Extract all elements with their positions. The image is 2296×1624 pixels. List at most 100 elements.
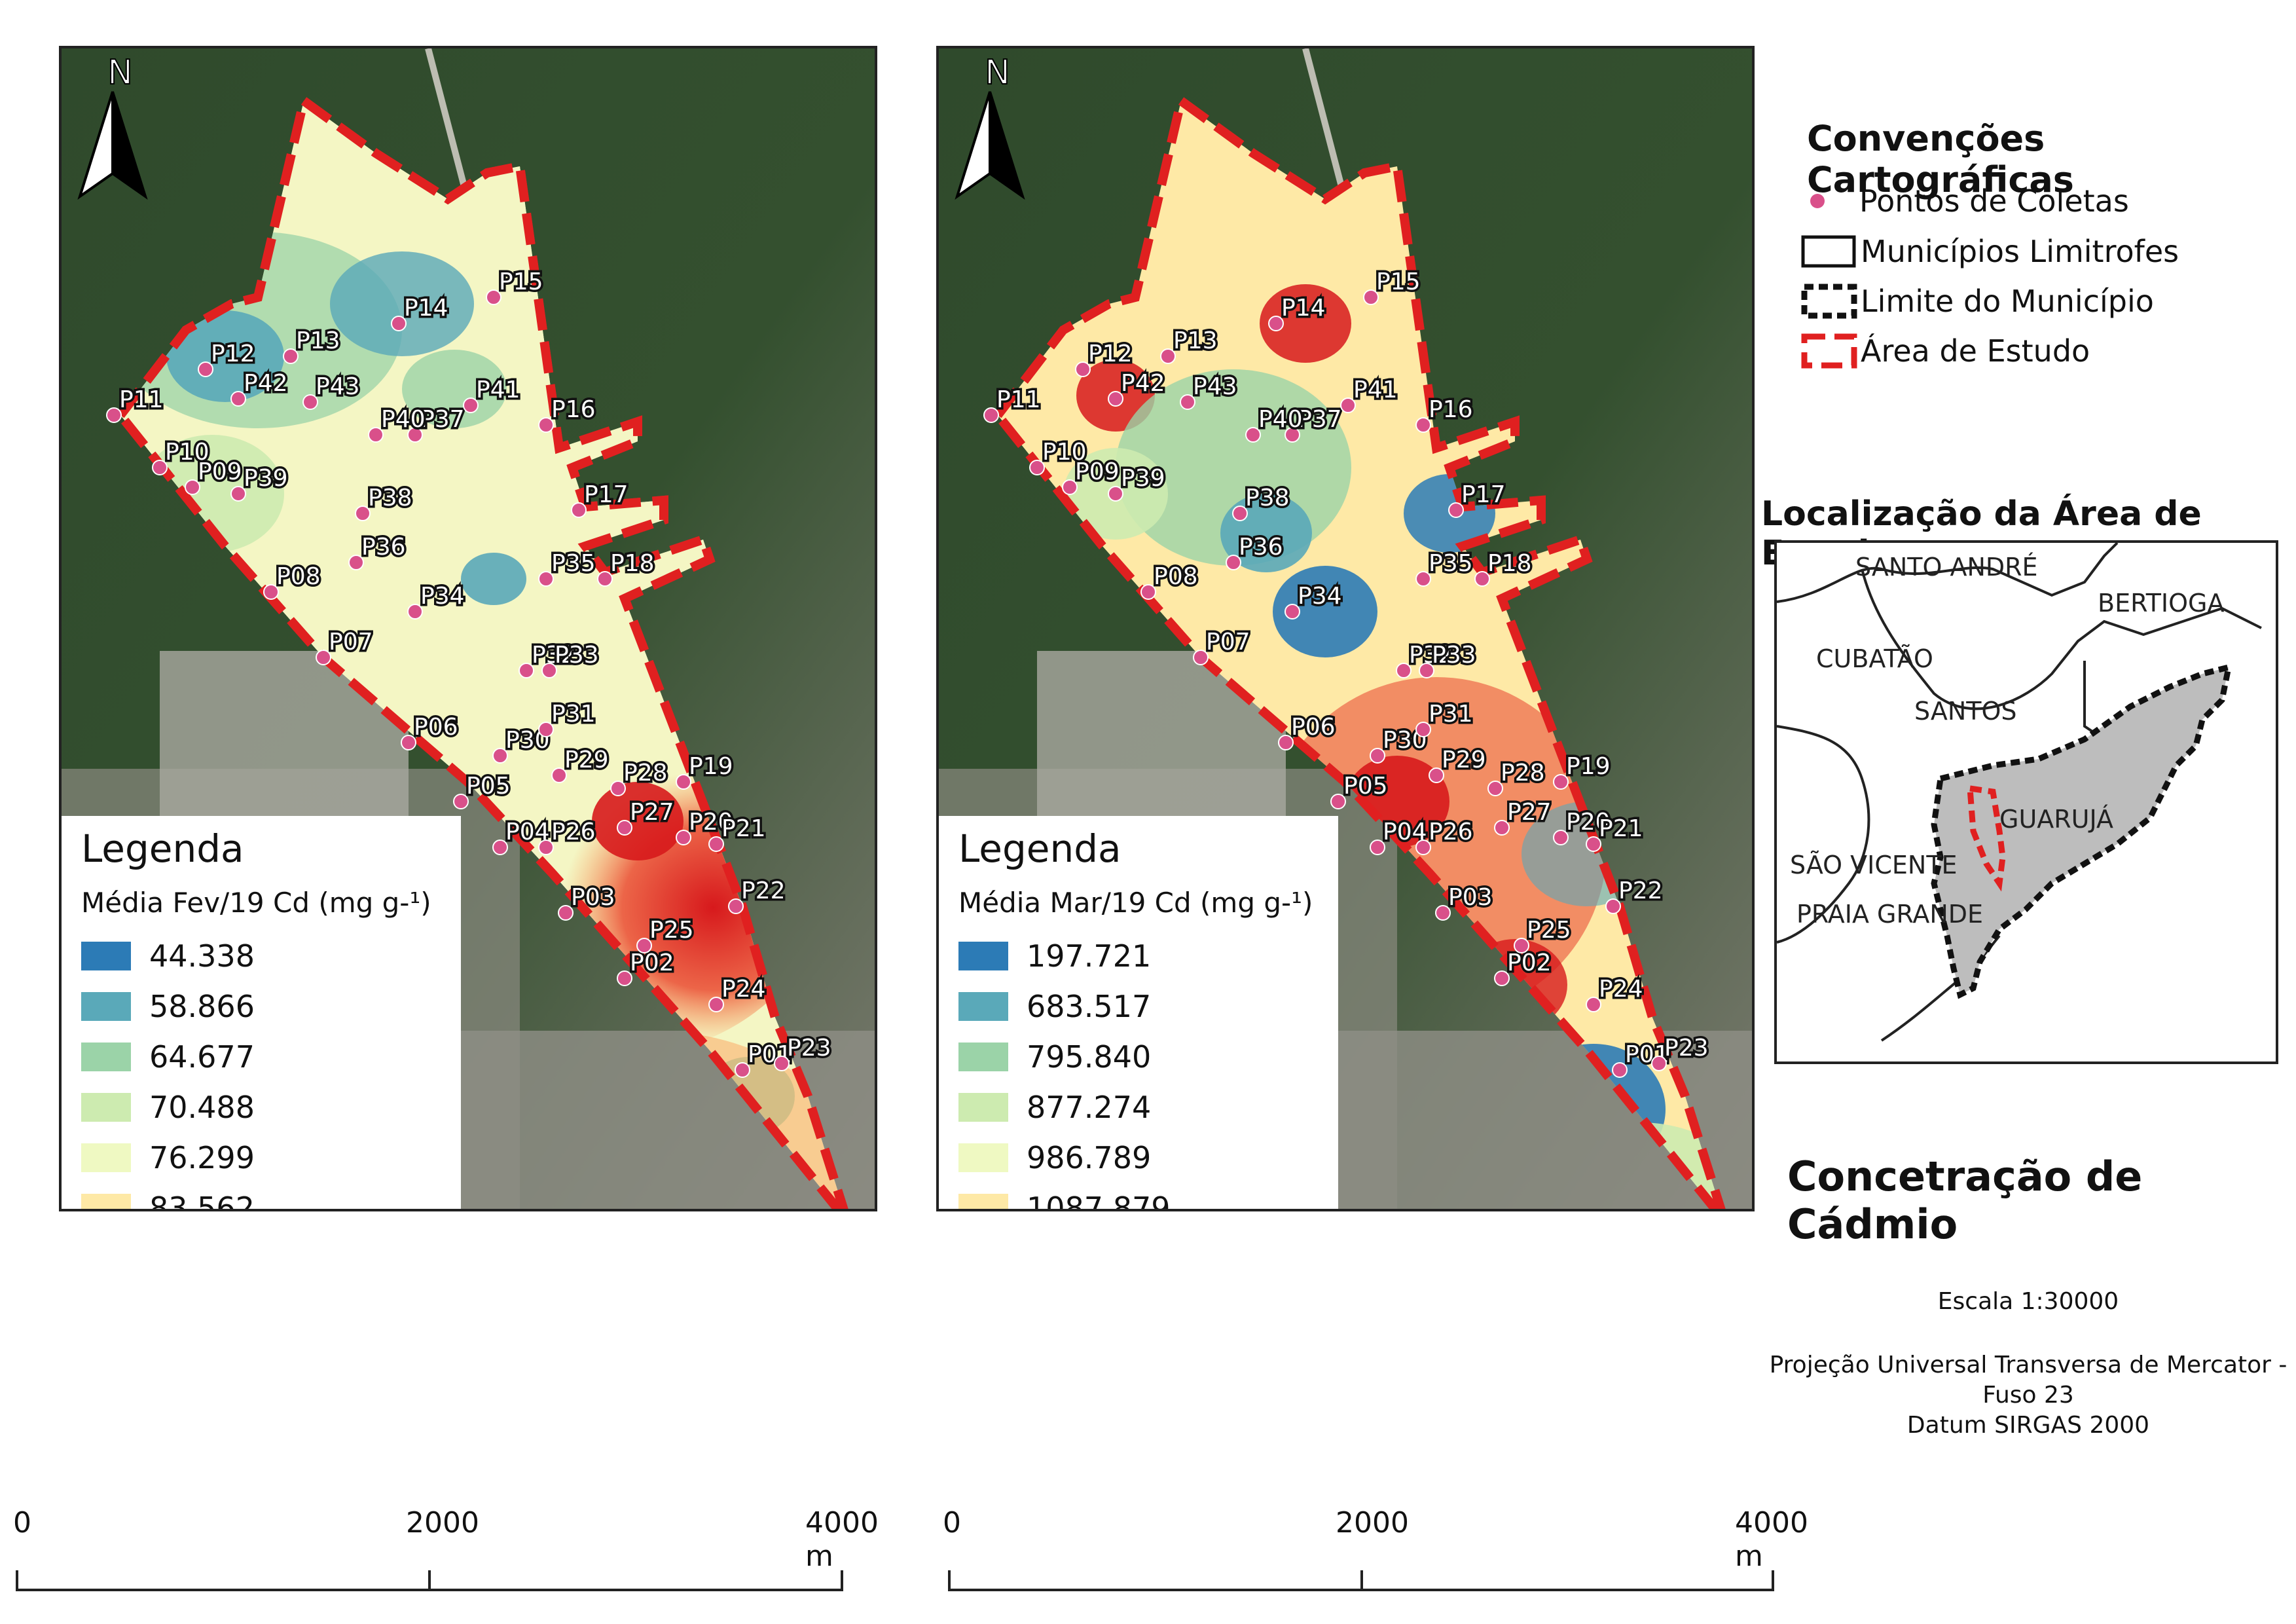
sample-point-label: P23 <box>787 1035 831 1061</box>
sample-point-marker <box>283 348 299 364</box>
sample-point-label: P13 <box>1173 327 1218 354</box>
sample-point-marker <box>1448 502 1464 518</box>
scale-text: Escala 1:30000 <box>1937 1288 2119 1315</box>
sample-point-label: P29 <box>564 747 609 773</box>
study-area-location <box>1967 784 2006 892</box>
convention-points: Pontos de Coletas <box>1800 183 2129 219</box>
sample-point-label: P41 <box>1353 377 1398 403</box>
sample-point-marker <box>492 748 508 764</box>
legend-class-value: 76.299 <box>149 1139 255 1175</box>
sample-point-label: P06 <box>414 714 458 741</box>
sample-point-marker <box>1278 735 1294 750</box>
legend-subtitle: Média Mar/19 Cd (mg g-¹) <box>958 887 1313 919</box>
city-limit-border-icon <box>1801 284 1857 319</box>
sample-point-marker <box>538 417 554 433</box>
legend-class-value: 58.866 <box>149 988 255 1024</box>
sample-point-marker <box>1108 486 1123 502</box>
study-area-outline <box>992 93 1726 1209</box>
sample-point-marker <box>453 794 469 809</box>
sample-point-marker <box>401 735 416 750</box>
legend-swatch <box>958 1193 1008 1209</box>
legend-mar: Legenda Média Mar/19 Cd (mg g-¹) 197.721… <box>939 816 1338 1209</box>
road <box>425 48 471 200</box>
sample-point-marker <box>1340 397 1356 413</box>
legend-class-value: 64.677 <box>149 1039 255 1075</box>
sample-point-label: P33 <box>555 642 599 669</box>
sample-point-label: P25 <box>649 917 694 944</box>
sample-point-label: P03 <box>571 884 615 911</box>
sample-point-marker <box>735 1062 750 1078</box>
sample-point-label: P36 <box>1239 534 1283 561</box>
scale-bar-line <box>948 1570 1774 1591</box>
projection-line-3: Datum SIRGAS 2000 <box>1906 1412 2150 1439</box>
sample-point-marker <box>355 506 371 521</box>
sample-point-marker <box>558 905 574 921</box>
legend-swatch <box>958 941 1008 970</box>
legend-class-value: 83.562 <box>149 1190 255 1211</box>
sample-point-marker <box>1370 840 1385 855</box>
sample-point-marker <box>519 663 534 678</box>
legend-class-row: 83.562 <box>81 1183 461 1211</box>
sample-point-marker <box>1180 394 1195 410</box>
sample-point-marker <box>1370 748 1385 764</box>
boundary-line <box>1777 543 2119 603</box>
sample-point-marker <box>1285 427 1300 443</box>
sample-point-marker <box>1075 361 1091 377</box>
legend-class-row: 986.789 <box>958 1132 1338 1183</box>
legend-class-row: 70.488 <box>81 1082 461 1132</box>
location-inset-map: SANTO ANDRÉ BERTIOGA CUBATÃO SANTOS GUAR… <box>1774 540 2278 1064</box>
sample-point-label: P29 <box>1442 747 1486 773</box>
sample-point-marker <box>1160 348 1176 364</box>
sample-point-marker <box>1029 460 1045 475</box>
conventions-title: Convenções Cartográficas <box>1807 118 2074 200</box>
road <box>1302 48 1348 200</box>
boundary-line <box>1777 725 1870 944</box>
sample-point-marker <box>1553 774 1569 790</box>
sample-point-marker <box>1268 316 1284 331</box>
sample-point-label: P11 <box>119 386 164 413</box>
sample-point-label: P27 <box>1507 799 1552 826</box>
sample-point-label: P08 <box>276 563 321 590</box>
sample-point-label: P02 <box>1507 950 1552 976</box>
legend-class-value: 877.274 <box>1027 1089 1152 1125</box>
sample-point-marker <box>538 571 554 587</box>
sample-point-label: P35 <box>551 550 596 577</box>
boundary-line <box>1861 568 2262 710</box>
legend-class-value: 197.721 <box>1027 938 1152 974</box>
map-title: Concetração de Cádmio <box>1787 1153 2143 1248</box>
legend-class-row: 64.677 <box>81 1031 461 1082</box>
sample-point-marker <box>676 830 691 845</box>
legend-class-row: 44.338 <box>81 931 461 981</box>
sample-point-marker <box>1419 663 1434 678</box>
sample-point-marker <box>1605 898 1621 914</box>
sample-point-marker <box>617 970 632 986</box>
sample-point-label: P06 <box>1291 714 1336 741</box>
sample-point-label: P20 <box>1566 809 1611 836</box>
sample-point-label: P37 <box>420 406 465 433</box>
sample-point-label: P09 <box>1075 458 1120 485</box>
sample-point-label: P33 <box>1432 642 1476 669</box>
sample-point-marker <box>348 555 364 570</box>
sample-point-label: P43 <box>316 373 360 400</box>
sample-point-label: P07 <box>1206 629 1250 655</box>
sample-point-label: P30 <box>505 727 550 754</box>
legend-swatch <box>81 1193 131 1209</box>
legend-swatch <box>958 991 1008 1021</box>
sample-point-label: P26 <box>1429 819 1473 845</box>
sample-point-label: P03 <box>1448 884 1493 911</box>
sample-point-marker <box>1226 555 1241 570</box>
sample-point-marker <box>1514 938 1529 953</box>
sample-point-marker <box>1232 506 1248 521</box>
sample-point-marker <box>263 584 279 600</box>
sample-point-label: P40 <box>1258 406 1303 433</box>
legend-class-row: 683.517 <box>958 981 1338 1031</box>
scale-label-4000: 4000 m <box>805 1506 879 1573</box>
inset-label-cubatao: CUBATÃO <box>1816 644 1933 673</box>
legend-class-value: 44.338 <box>149 938 255 974</box>
sample-point-marker <box>610 781 626 796</box>
sample-point-marker <box>185 479 200 495</box>
sample-point-label: P19 <box>689 753 733 780</box>
sample-point-marker <box>198 361 213 377</box>
legend-class-row: 58.866 <box>81 981 461 1031</box>
inset-label-guaruja: GUARUJÁ <box>1999 805 2113 834</box>
